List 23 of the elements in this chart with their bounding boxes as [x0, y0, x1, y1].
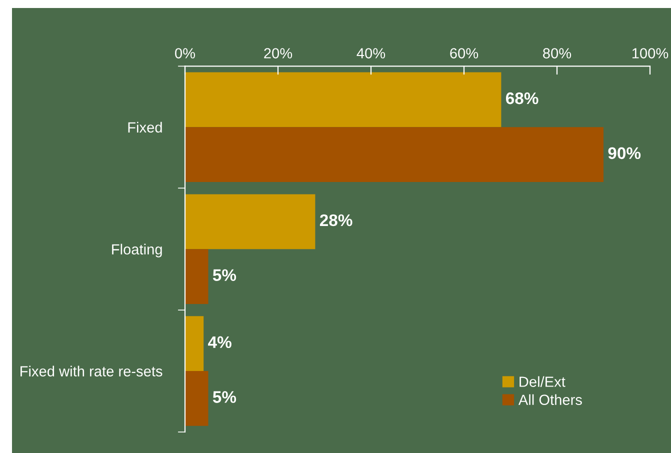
data-label: 4%: [208, 336, 232, 348]
x-tick-label: 0%: [175, 48, 196, 58]
legend-label: All Others: [518, 394, 582, 405]
x-tick-label: 100%: [632, 48, 668, 58]
data-label: 90%: [608, 147, 641, 160]
bar: [185, 194, 316, 250]
bar: [185, 249, 208, 304]
y-tick-label: Floating: [112, 244, 162, 258]
y-tick-label: Fixed with rate re-sets: [20, 366, 162, 376]
legend-label: Del/Ext: [520, 376, 566, 387]
bar: [185, 316, 204, 372]
bar: [185, 127, 604, 182]
bar: [185, 72, 502, 128]
data-label: 68%: [506, 92, 538, 104]
data-label: 5%: [212, 391, 236, 403]
x-tick-label: 20%: [264, 48, 292, 58]
data-label: 28%: [320, 214, 352, 226]
bar: [185, 371, 208, 426]
y-tick-label: Fixed: [128, 122, 162, 133]
x-tick-label: 80%: [543, 48, 572, 58]
data-label: 5%: [212, 269, 236, 282]
x-tick-label: 60%: [450, 48, 478, 58]
x-tick-label: 40%: [356, 48, 386, 58]
